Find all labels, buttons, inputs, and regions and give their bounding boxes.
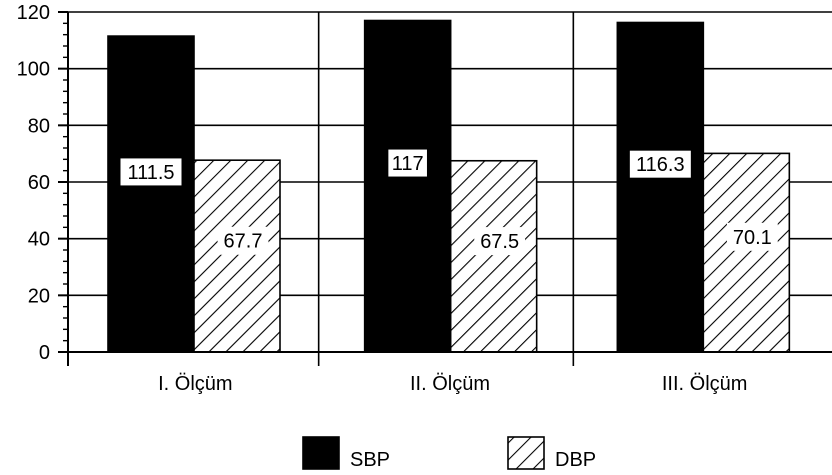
data-label-sbp-3: 116.3 xyxy=(636,154,685,176)
bar-sbp-3 xyxy=(616,21,705,353)
bars xyxy=(107,19,791,353)
data-label-bg-dbp-3 xyxy=(726,222,778,251)
data-label-bg-dbp-1 xyxy=(217,226,269,255)
legend-label-sbp: SBP xyxy=(350,449,390,471)
category-label-3: III. Ölçüm xyxy=(662,373,748,395)
data-label-sbp-2: 117 xyxy=(392,153,424,175)
data-label-dbp-2: 67.5 xyxy=(480,231,519,253)
bar-dbp-2 xyxy=(449,159,538,353)
data-label-bg-sbp-1 xyxy=(119,157,183,187)
data-label-bg-dbp-2 xyxy=(474,227,526,256)
y-tick-label-40: 40 xyxy=(28,229,50,251)
legend: SBP DBP xyxy=(302,436,596,471)
y-tick-label-120: 120 xyxy=(17,2,50,24)
legend-label-dbp: DBP xyxy=(555,449,596,471)
data-label-sbp-1: 111.5 xyxy=(127,162,174,184)
y-tick-label-80: 80 xyxy=(28,115,50,137)
bar-dbp-1 xyxy=(193,159,281,353)
legend-swatch-sbp xyxy=(302,436,340,470)
data-label-dbp-3: 70.1 xyxy=(733,227,772,249)
category-label-1: I. Ölçüm xyxy=(158,373,232,395)
y-tick-label-0: 0 xyxy=(39,342,50,364)
y-tick-label-60: 60 xyxy=(28,172,50,194)
data-label-dbp-1: 67.7 xyxy=(224,231,263,253)
data-label-bg-sbp-2 xyxy=(387,148,428,178)
bar-dbp-3 xyxy=(702,152,791,353)
bar-sbp-1 xyxy=(107,35,195,353)
y-tick-label-100: 100 xyxy=(17,59,50,81)
y-tick-label-20: 20 xyxy=(28,285,50,307)
data-label-bg-sbp-3 xyxy=(628,149,692,179)
bar-sbp-2 xyxy=(363,19,452,353)
legend-swatch-dbp xyxy=(507,436,545,470)
axes: I. Ölçüm II. Ölçüm III. Ölçüm 0 20 40 60 80 100 1… xyxy=(17,2,832,395)
category-label-2: II. Ölçüm xyxy=(410,373,490,395)
data-labels: 111.5 67.7 117 67.5 116.3 70.1 xyxy=(119,148,778,256)
